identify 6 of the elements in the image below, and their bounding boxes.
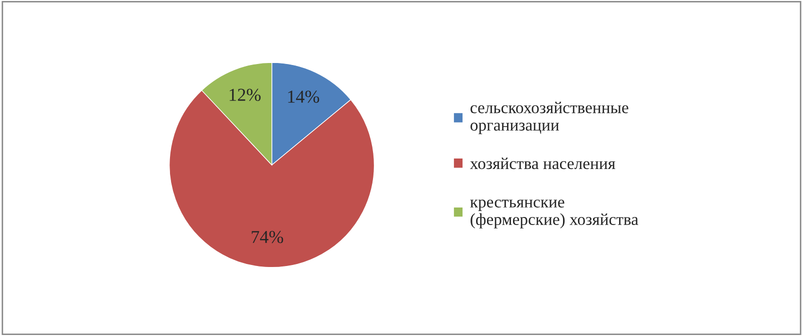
data-label: 12%	[230, 88, 261, 101]
legend-label: крестьянские (фермерские) хозяйства	[470, 200, 638, 228]
data-label: 74%	[252, 230, 284, 244]
legend-label: хозяйства населения	[470, 158, 616, 170]
legend-label: сельскохозяйственные организации	[470, 102, 628, 134]
data-label: 14%	[288, 90, 320, 103]
